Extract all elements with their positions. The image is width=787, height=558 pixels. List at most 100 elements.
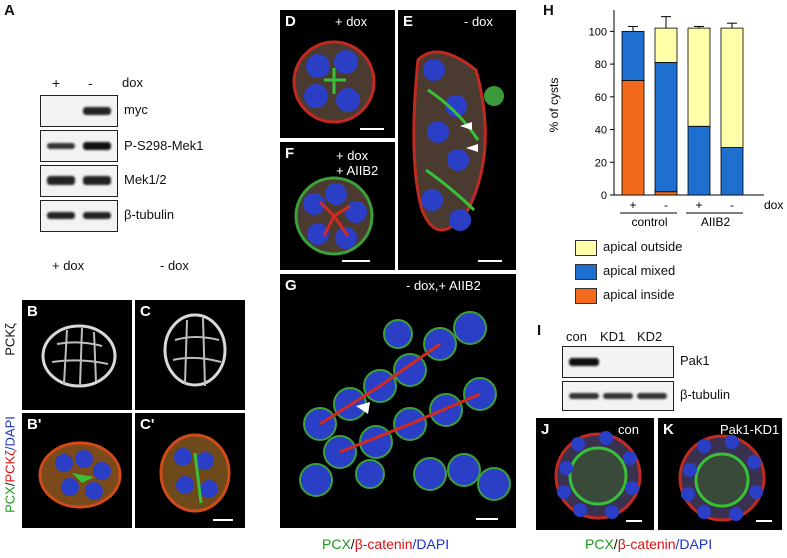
- blot-label-mek12: Mek1/2: [124, 172, 167, 187]
- panel-letter-h: H: [543, 2, 554, 19]
- row-label-bottom: PCX/PCKζ/DAPI: [2, 416, 18, 513]
- legend-swatch-inside: [575, 288, 597, 304]
- bar-segment: [621, 30, 645, 81]
- y-tick-label: 20: [595, 157, 607, 169]
- blot-label-p-mek1: P-S298-Mek1: [124, 138, 204, 153]
- panel-letter-a: A: [4, 2, 15, 19]
- dox-tick-label: +: [629, 198, 636, 212]
- panel-letter-f: F: [285, 145, 295, 162]
- micrograph-b: B: [22, 300, 132, 410]
- dox-axis-label: dox: [764, 198, 783, 212]
- cyst-image-c-prime: [159, 433, 231, 513]
- panel-letter-b-prime: B': [27, 416, 42, 433]
- bar-segment: [654, 191, 678, 196]
- cyst-image-k: [678, 434, 766, 522]
- blot-mek12: [40, 165, 118, 197]
- y-axis-label: % of cysts: [547, 78, 561, 133]
- cyst-image-b-prime: [38, 441, 122, 509]
- blot-tubulin-a: [40, 200, 118, 232]
- chart-h: 0 20 40 60 80 100 % of cysts + - + - dox control AIIB…: [547, 10, 783, 229]
- blot-label-tubulin-a: β-tubulin: [124, 207, 175, 222]
- scale-bar-j: [626, 520, 642, 522]
- scale-bar-c-prime: [213, 519, 233, 521]
- bar-segment: [654, 62, 678, 193]
- bar-segment: [687, 125, 711, 196]
- legend-label-inside: apical inside: [603, 287, 675, 302]
- panel-letter-i: I: [537, 322, 542, 339]
- lane-label-kd2: KD2: [637, 329, 663, 344]
- micrograph-j: J con: [536, 418, 654, 530]
- y-tick-label: 0: [601, 190, 607, 202]
- dox-tick-label: +: [695, 198, 702, 212]
- panel-letter-j: J: [541, 421, 550, 438]
- cond-label-e: - dox: [464, 14, 493, 29]
- blot-label-pak1: Pak1: [680, 353, 710, 368]
- scale-bar-d: [360, 128, 384, 130]
- row-label-top: PCKζ: [2, 323, 18, 356]
- legend-swatch-mixed: [575, 264, 597, 280]
- group-label-aiib2: AIIB2: [701, 215, 731, 229]
- lane-label-minus: -: [88, 75, 93, 91]
- y-tick-label: 80: [595, 59, 607, 71]
- cond-label-g: - dox,+ AIIB2: [406, 278, 481, 293]
- lane-label-kd1: KD1: [600, 329, 626, 344]
- bar-segment: [621, 80, 645, 196]
- bar-segment: [720, 147, 744, 196]
- cyst-image-c: [163, 313, 227, 387]
- cond-label-c: - dox: [160, 258, 189, 273]
- panel-letter-c-prime: C': [140, 416, 155, 433]
- legend-label-mixed: apical mixed: [603, 263, 676, 278]
- micrograph-e: E - dox: [398, 10, 516, 270]
- blot-label-myc: myc: [124, 102, 148, 117]
- bar-segment: [687, 27, 711, 127]
- cond-label-f: + dox + AIIB2: [336, 148, 379, 178]
- micrograph-g: G - dox,+ AIIB2: [280, 274, 516, 528]
- blot-label-tubulin-i: β-tubulin: [680, 387, 731, 402]
- scale-bar-f: [342, 260, 370, 262]
- micrograph-k: K Pak1-KD1: [658, 418, 782, 530]
- scale-bar-e: [478, 260, 502, 262]
- bar-segment: [654, 27, 678, 63]
- cyst-image-d: [292, 40, 376, 124]
- cond-label-b: + dox: [52, 258, 85, 273]
- scale-bar-g: [476, 518, 498, 520]
- cyst-image-j: [554, 431, 642, 520]
- dox-tick-label: -: [730, 198, 734, 212]
- cyst-image-g: [299, 311, 511, 501]
- cyst-image-b: [41, 324, 117, 388]
- treatment-label: dox: [122, 75, 143, 90]
- lane-label-con: con: [566, 329, 587, 344]
- panel-letter-c: C: [140, 303, 151, 320]
- cond-label-d: + dox: [335, 14, 368, 29]
- legend-swatch-outside: [575, 240, 597, 256]
- blot-tubulin-i: [562, 381, 674, 411]
- cond-label-k: Pak1-KD1: [720, 422, 780, 437]
- dox-tick-label: -: [664, 198, 668, 212]
- y-tick-label: 60: [595, 92, 607, 104]
- micrograph-c-prime: C': [135, 413, 245, 528]
- scale-bar-k: [756, 520, 772, 522]
- blot-pak1: [562, 346, 674, 378]
- panel-letter-e: E: [403, 13, 414, 30]
- panel-letter-b: B: [27, 303, 38, 320]
- micrograph-f: F + dox + AIIB2: [280, 142, 395, 270]
- bar-segment: [720, 27, 744, 148]
- cyst-image-f: [294, 176, 374, 256]
- group-label-control: control: [631, 215, 667, 229]
- y-tick-label: 40: [595, 125, 607, 137]
- micrograph-b-prime: B': [22, 413, 132, 528]
- y-tick-label: 100: [589, 26, 607, 38]
- blot-myc: [40, 95, 118, 127]
- micrograph-d: D + dox: [280, 10, 395, 138]
- caption-dg: PCX/β-catenin/DAPI: [322, 536, 450, 552]
- micrograph-c: C: [135, 300, 245, 410]
- blot-p-mek1: [40, 130, 118, 162]
- panel-letter-k: K: [663, 421, 674, 438]
- caption-jk: PCX/β-catenin/DAPI: [585, 536, 713, 552]
- panel-letter-d: D: [285, 13, 296, 30]
- lane-label-plus: +: [52, 75, 61, 91]
- panel-letter-g: G: [285, 277, 297, 294]
- cyst-image-e: [412, 50, 504, 232]
- legend-label-outside: apical outside: [603, 239, 683, 254]
- cond-label-j: con: [618, 422, 639, 437]
